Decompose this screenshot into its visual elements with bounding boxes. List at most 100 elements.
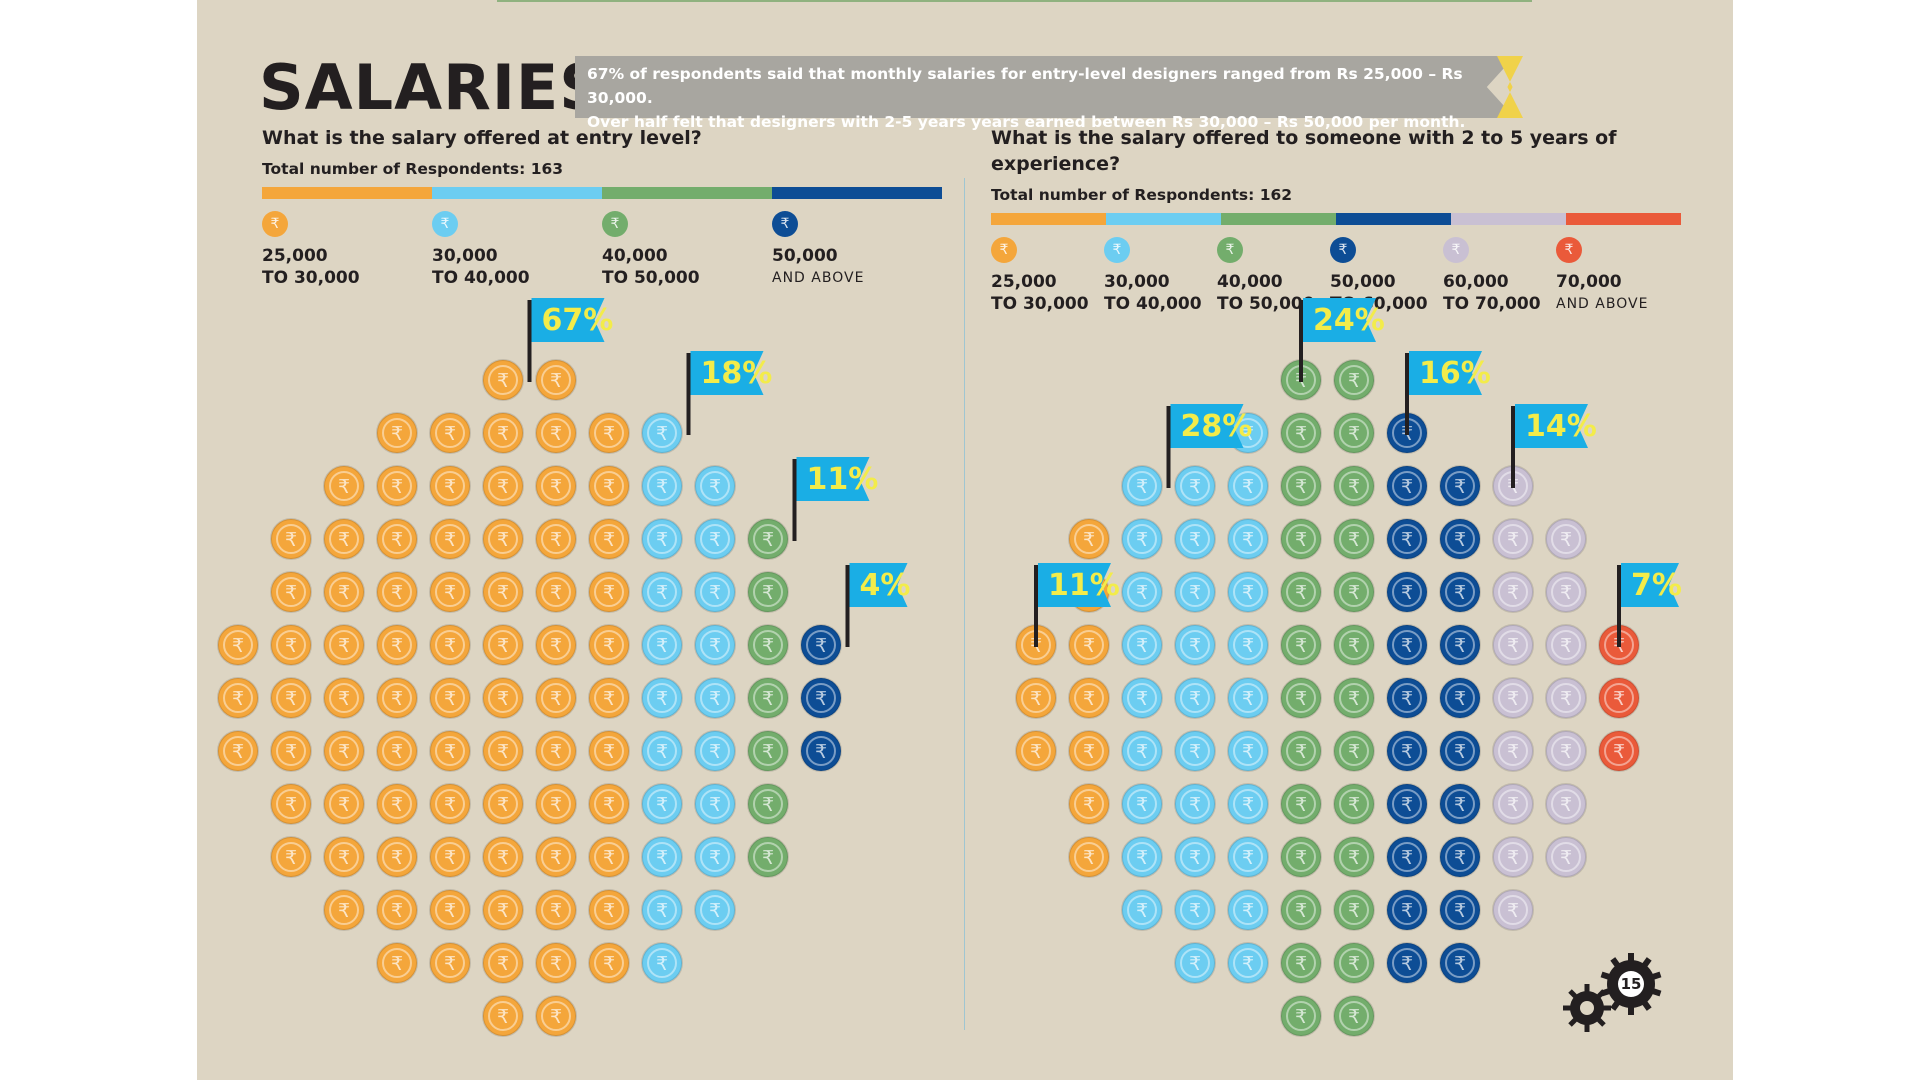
rupee-coin: ₹ (323, 836, 365, 878)
rupee-coin-icon: ₹ (1556, 237, 1582, 263)
rupee-coin: ₹ (588, 677, 630, 719)
svg-text:₹: ₹ (1401, 688, 1413, 710)
rupee-coin: ₹ (1280, 571, 1322, 613)
svg-text:₹: ₹ (603, 529, 615, 551)
svg-text:₹: ₹ (1507, 794, 1519, 816)
rupee-coin: ₹ (1333, 836, 1375, 878)
svg-text:₹: ₹ (338, 741, 350, 763)
svg-text:₹: ₹ (1454, 847, 1466, 869)
svg-text:₹: ₹ (1295, 529, 1307, 551)
rupee-coin: ₹ (1492, 465, 1534, 507)
rupee-coin: ₹ (588, 624, 630, 666)
rupee-coin: ₹ (747, 836, 789, 878)
rupee-coin-icon: ₹ (1217, 237, 1243, 263)
svg-text:₹: ₹ (1189, 900, 1201, 922)
rupee-coin: ₹ (217, 730, 259, 772)
svg-text:₹: ₹ (656, 635, 668, 657)
svg-text:₹: ₹ (709, 688, 721, 710)
svg-text:₹: ₹ (1560, 741, 1572, 763)
svg-text:₹: ₹ (709, 476, 721, 498)
rupee-coin: ₹ (482, 730, 524, 772)
svg-text:₹: ₹ (1454, 476, 1466, 498)
svg-text:₹: ₹ (338, 900, 350, 922)
svg-text:₹: ₹ (497, 582, 509, 604)
svg-text:₹: ₹ (1348, 741, 1360, 763)
svg-text:₹: ₹ (1401, 953, 1413, 975)
svg-text:₹: ₹ (709, 847, 721, 869)
legend-item: ₹60,000 TO 70,000 (1443, 237, 1541, 315)
svg-text:₹: ₹ (1454, 529, 1466, 551)
svg-text:₹: ₹ (1136, 635, 1148, 657)
svg-text:₹: ₹ (1136, 794, 1148, 816)
legend-item: ₹50,000 TO 60,000 (1330, 237, 1428, 315)
rupee-coin: ₹ (1174, 465, 1216, 507)
rupee-coin: ₹ (1333, 571, 1375, 613)
svg-text:₹: ₹ (709, 529, 721, 551)
svg-text:₹: ₹ (444, 476, 456, 498)
svg-text:₹: ₹ (497, 635, 509, 657)
svg-text:₹: ₹ (550, 900, 562, 922)
rupee-coin: ₹ (641, 624, 683, 666)
svg-text:₹: ₹ (391, 529, 403, 551)
legend-item: ₹70,000 AND ABOVE (1556, 237, 1648, 315)
svg-text:₹: ₹ (603, 953, 615, 975)
svg-text:₹: ₹ (338, 582, 350, 604)
svg-text:₹: ₹ (1136, 582, 1148, 604)
rupee-coin: ₹ (1121, 465, 1163, 507)
svg-text:₹: ₹ (1348, 423, 1360, 445)
svg-text:₹: ₹ (1189, 953, 1201, 975)
svg-text:₹: ₹ (656, 582, 668, 604)
rupee-coin-icon: ₹ (991, 237, 1017, 263)
percent-label: 7% (1631, 568, 1682, 603)
svg-text:₹: ₹ (1401, 635, 1413, 657)
svg-text:₹: ₹ (1242, 688, 1254, 710)
svg-text:₹: ₹ (709, 635, 721, 657)
svg-text:₹: ₹ (1507, 900, 1519, 922)
rupee-coin-icon: ₹ (772, 211, 798, 237)
rupee-coin: ₹ (694, 624, 736, 666)
svg-text:₹: ₹ (1348, 847, 1360, 869)
legend-range-end: TO 60,000 (1330, 294, 1428, 314)
percent-flag: 18% (686, 351, 772, 435)
rupee-coin: ₹ (482, 783, 524, 825)
rupee-coin: ₹ (1386, 571, 1428, 613)
rupee-coin: ₹ (588, 465, 630, 507)
percent-flag: 11% (792, 457, 878, 541)
svg-text:₹: ₹ (1242, 794, 1254, 816)
rupee-coin: ₹ (482, 995, 524, 1037)
rupee-coin: ₹ (1068, 571, 1110, 613)
svg-text:₹: ₹ (1454, 635, 1466, 657)
svg-text:₹: ₹ (391, 847, 403, 869)
svg-text:₹: ₹ (762, 688, 774, 710)
rupee-coin: ₹ (429, 465, 471, 507)
svg-text:₹: ₹ (1295, 582, 1307, 604)
svg-text:₹: ₹ (1348, 953, 1360, 975)
svg-text:₹: ₹ (1295, 476, 1307, 498)
rupee-coin: ₹ (694, 571, 736, 613)
rupee-coin: ₹ (1333, 677, 1375, 719)
svg-text:₹: ₹ (709, 794, 721, 816)
svg-text:₹: ₹ (1189, 476, 1201, 498)
rupee-coin: ₹ (1280, 942, 1322, 984)
svg-text:₹: ₹ (497, 529, 509, 551)
rupee-coin: ₹ (482, 677, 524, 719)
svg-text:₹: ₹ (550, 741, 562, 763)
rupee-coin: ₹ (535, 359, 577, 401)
rupee-coin: ₹ (1598, 677, 1640, 719)
rupee-coin: ₹ (1227, 465, 1269, 507)
svg-text:₹: ₹ (1295, 794, 1307, 816)
rupee-coin: ₹ (1386, 624, 1428, 666)
rupee-coin: ₹ (1439, 624, 1481, 666)
svg-text:₹: ₹ (603, 688, 615, 710)
svg-text:₹: ₹ (391, 582, 403, 604)
color-bar-segment (991, 213, 1106, 225)
svg-text:₹: ₹ (1189, 847, 1201, 869)
rupee-coin: ₹ (376, 412, 418, 454)
rupee-coin: ₹ (1492, 571, 1534, 613)
svg-text:₹: ₹ (444, 423, 456, 445)
svg-text:₹: ₹ (603, 794, 615, 816)
rupee-coin: ₹ (1174, 889, 1216, 931)
rupee-coin-icon: ₹ (602, 211, 628, 237)
svg-text:₹: ₹ (1613, 635, 1625, 657)
rupee-coin: ₹ (1280, 359, 1322, 401)
